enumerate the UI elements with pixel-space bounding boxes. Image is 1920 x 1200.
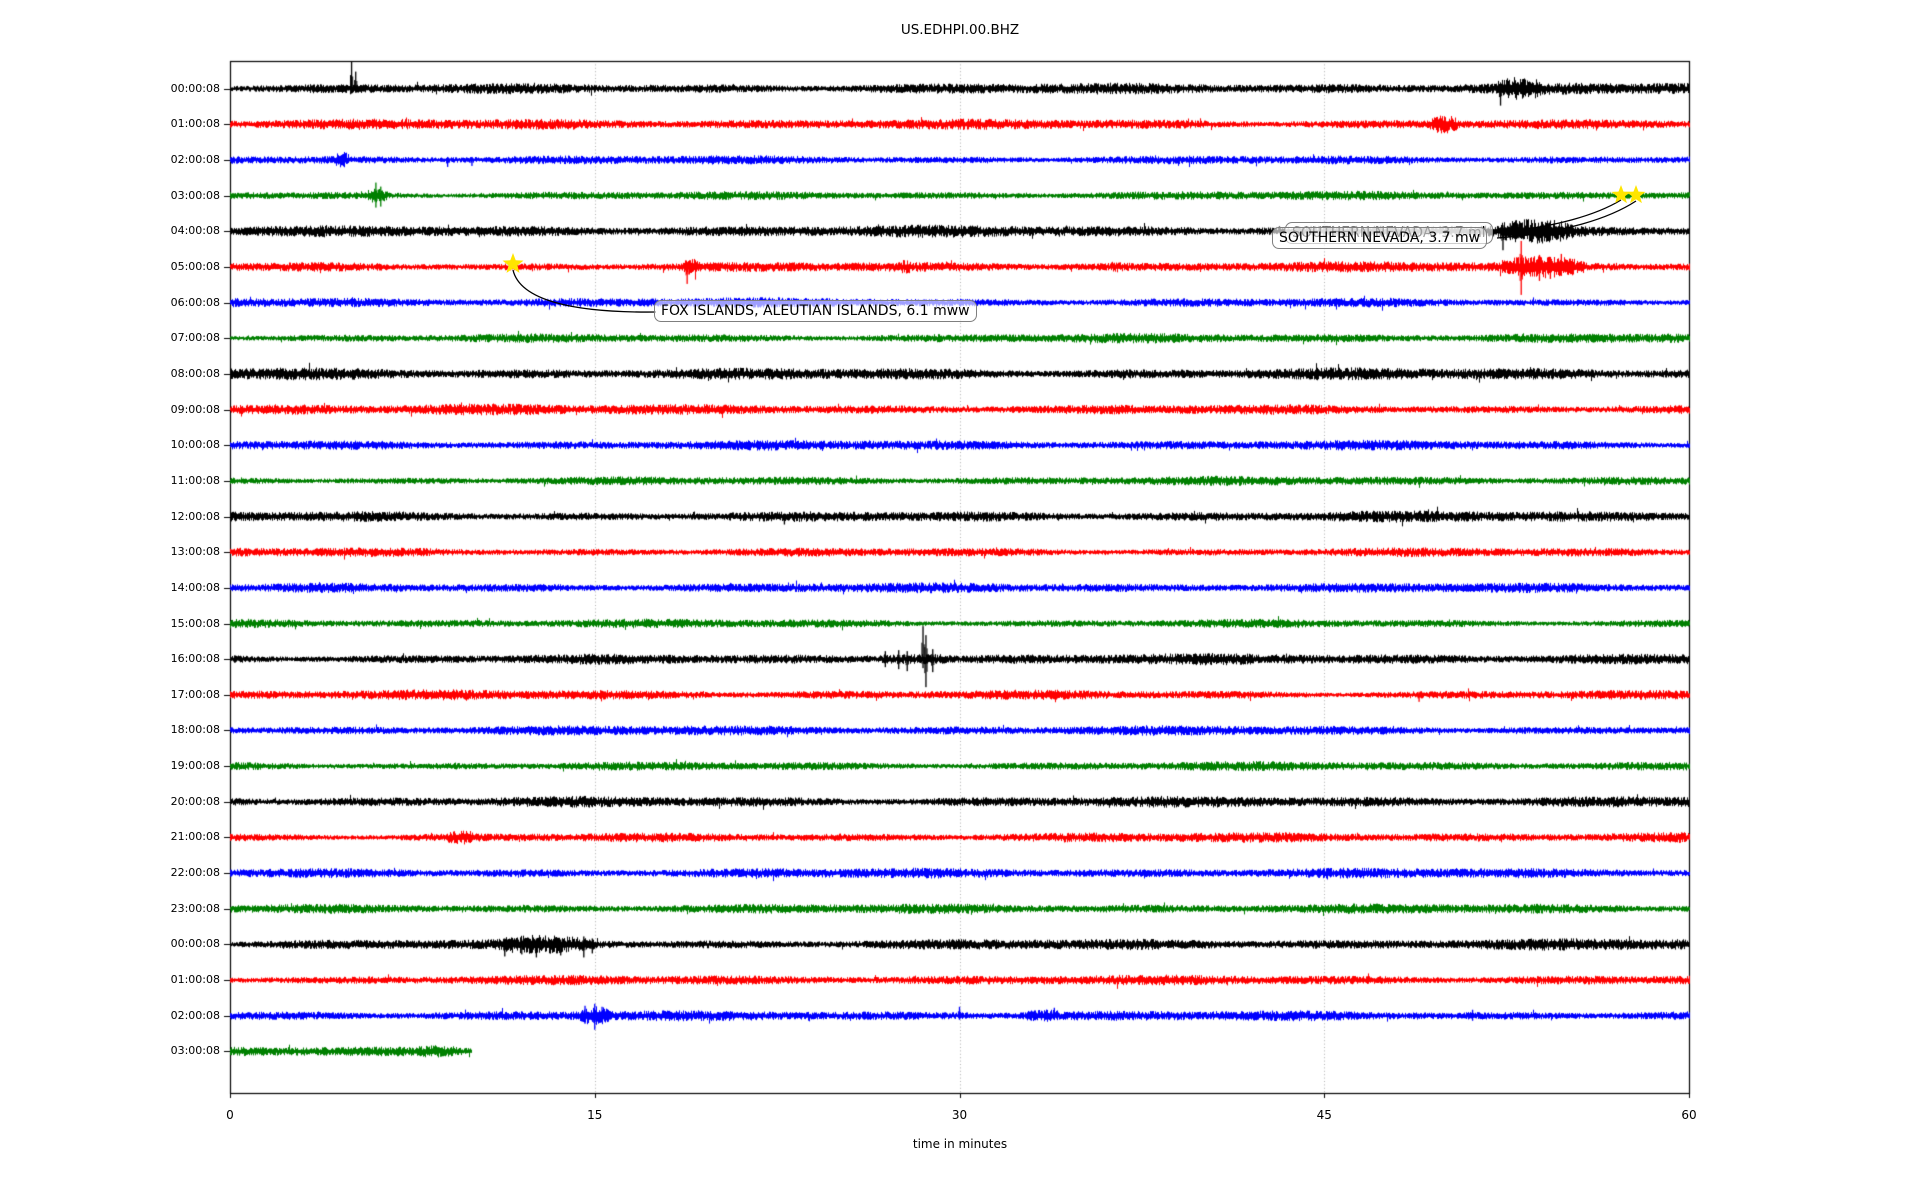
y-tick-label: 10:00:08 bbox=[170, 438, 220, 452]
y-tick-label: 01:00:08 bbox=[170, 973, 220, 987]
y-tick-label: 04:00:08 bbox=[170, 224, 220, 238]
x-tick-label: 0 bbox=[226, 1108, 234, 1122]
y-tick-label: 18:00:08 bbox=[170, 723, 220, 737]
y-tick-label: 22:00:08 bbox=[170, 866, 220, 880]
event-label-fox-islands: FOX ISLANDS, ALEUTIAN ISLANDS, 6.1 mww bbox=[654, 300, 977, 322]
y-tick-label: 19:00:08 bbox=[170, 759, 220, 773]
event-label-southern-nevada-mw: SOUTHERN NEVADA, 3.7 mw bbox=[1272, 227, 1488, 249]
y-tick-label: 13:00:08 bbox=[170, 545, 220, 559]
y-tick-label: 01:00:08 bbox=[170, 117, 220, 131]
y-tick-label: 07:00:08 bbox=[170, 331, 220, 345]
x-tick-label: 60 bbox=[1681, 1108, 1697, 1122]
x-tick-label: 30 bbox=[951, 1108, 968, 1122]
y-tick-label: 00:00:08 bbox=[170, 81, 220, 95]
y-tick-label: 20:00:08 bbox=[170, 794, 220, 808]
y-tick-label: 00:00:08 bbox=[170, 937, 220, 951]
y-tick-label: 12:00:08 bbox=[170, 509, 220, 523]
y-tick-label: 14:00:08 bbox=[170, 580, 220, 594]
y-tick-label: 03:00:08 bbox=[170, 1044, 220, 1058]
x-tick-label: 15 bbox=[587, 1108, 603, 1122]
plot-title: US.EDHPI.00.BHZ bbox=[900, 22, 1020, 38]
y-tick-label: 06:00:08 bbox=[170, 295, 220, 309]
y-tick-label: 09:00:08 bbox=[170, 402, 220, 416]
y-tick-label: 02:00:08 bbox=[170, 1008, 220, 1022]
y-tick-label: 05:00:08 bbox=[170, 259, 220, 273]
y-tick-label: 03:00:08 bbox=[170, 188, 220, 202]
y-tick-label: 17:00:08 bbox=[170, 687, 220, 701]
x-tick-label: 45 bbox=[1316, 1108, 1332, 1122]
y-tick-label: 21:00:08 bbox=[170, 830, 220, 844]
y-tick-label: 02:00:08 bbox=[170, 152, 220, 166]
y-tick-label: 23:00:08 bbox=[170, 901, 220, 915]
x-axis-title: time in minutes bbox=[912, 1137, 1008, 1151]
y-tick-label: 16:00:08 bbox=[170, 652, 220, 666]
y-tick-label: 15:00:08 bbox=[170, 616, 220, 630]
y-tick-label: 11:00:08 bbox=[170, 473, 220, 487]
y-tick-label: 08:00:08 bbox=[170, 366, 220, 380]
